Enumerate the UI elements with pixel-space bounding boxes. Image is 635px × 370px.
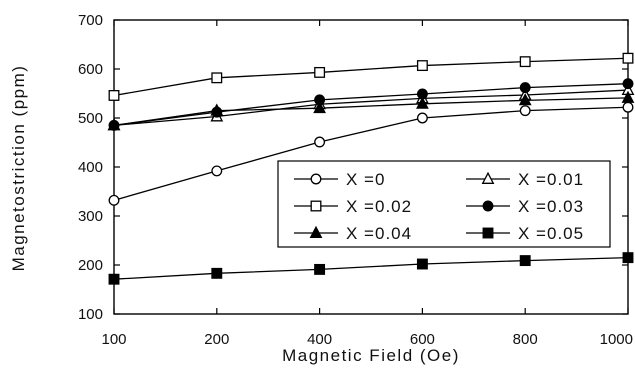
y-tick-label: 100: [78, 306, 103, 323]
y-tick-label: 600: [78, 61, 103, 78]
legend-label: X =0.05: [518, 224, 584, 243]
x-tick-label: 200: [204, 331, 229, 348]
data-point-series-2: [416, 60, 428, 72]
data-point-series-3: [622, 78, 634, 90]
data-point-series-4: [621, 90, 635, 103]
data-point-series-5: [314, 263, 326, 275]
legend: X =0 X =0.01 X =0.02 X =0.03 X =0.04 X =0.05: [277, 160, 611, 248]
y-tick-label: 500: [78, 110, 103, 127]
data-point-series-0: [622, 101, 634, 113]
series-line-0: [113, 106, 629, 201]
legend-label: X =0.02: [346, 197, 412, 216]
data-point-series-4: [518, 93, 532, 106]
x-tick-label: 100: [101, 331, 126, 348]
data-point-series-0: [314, 136, 326, 148]
series-line-3: [113, 83, 629, 126]
legend-marker: [482, 200, 494, 212]
legend-label: X =0.01: [518, 170, 584, 189]
legend-label: X =0.04: [346, 224, 412, 243]
data-point-series-2: [314, 66, 326, 78]
data-point-series-5: [108, 273, 120, 285]
legend-marker: [309, 225, 323, 238]
data-point-series-4: [210, 103, 224, 116]
data-point-series-4: [416, 96, 429, 109]
data-point-series-5: [519, 255, 531, 267]
x-tick-label: 600: [410, 331, 435, 348]
data-point-series-2: [519, 56, 531, 68]
legend-marker: [481, 171, 495, 184]
x-tick-label: 800: [513, 331, 538, 348]
data-point-series-0: [108, 194, 120, 206]
y-tick-label: 400: [78, 159, 103, 176]
data-point-series-0: [519, 105, 531, 117]
x-axis: 100 200 400 600 800 1000: [101, 20, 633, 348]
data-point-series-5: [211, 267, 223, 279]
legend-marker: [482, 227, 494, 239]
legend-label: X =0: [346, 170, 385, 189]
legend-label: X =0.03: [518, 197, 584, 216]
series-line-5: [113, 257, 629, 280]
y-tick-label: 200: [78, 257, 103, 274]
data-point-series-5: [622, 252, 634, 264]
series-line-1: [113, 89, 629, 126]
x-tick-label: 1000: [600, 331, 633, 348]
y-axis-title: Magnetostriction (ppm): [9, 65, 28, 272]
series-line-2: [113, 57, 629, 97]
y-tick-label: 300: [78, 208, 103, 225]
series-line-4: [113, 97, 629, 126]
data-point-series-2: [108, 90, 120, 101]
data-point-series-4: [313, 101, 326, 114]
x-axis-title: Magnetic Field (Oe): [282, 346, 460, 365]
legend-marker: [310, 200, 322, 212]
data-point-series-0: [416, 112, 428, 124]
legend-marker: [310, 173, 322, 185]
x-tick-label: 400: [307, 331, 332, 348]
data-point-series-0: [211, 165, 223, 177]
y-tick-label: 700: [78, 12, 103, 29]
data-point-series-4: [107, 118, 121, 131]
series-lines: [107, 52, 635, 285]
y-axis: 100 200 300 400 500 600 700: [78, 12, 628, 323]
data-point-series-2: [622, 52, 634, 64]
data-point-series-2: [211, 72, 223, 84]
data-point-series-5: [416, 258, 428, 270]
data-point-series-3: [519, 82, 531, 94]
